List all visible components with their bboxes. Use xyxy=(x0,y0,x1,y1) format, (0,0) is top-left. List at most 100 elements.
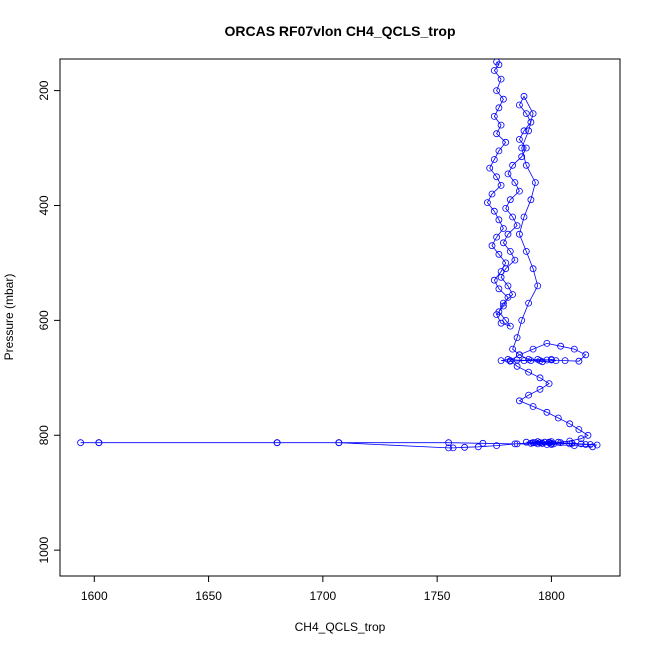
data-point xyxy=(534,282,542,290)
data-point xyxy=(490,156,498,163)
data-point xyxy=(461,443,469,451)
data-point xyxy=(525,368,532,376)
data-point xyxy=(520,357,528,365)
data-point xyxy=(525,299,532,307)
data-point xyxy=(543,441,551,448)
data-point xyxy=(570,442,578,450)
data-point xyxy=(499,95,507,103)
data-point xyxy=(513,440,521,448)
data-point xyxy=(499,299,507,307)
data-point xyxy=(518,144,526,152)
data-point xyxy=(529,110,537,117)
x-tick-label: 1700 xyxy=(310,589,337,603)
data-point xyxy=(543,339,551,347)
data-point xyxy=(522,247,530,255)
data-point xyxy=(506,247,514,255)
data-point xyxy=(527,196,535,204)
data-point xyxy=(493,173,501,181)
y-tick-label: 600 xyxy=(37,310,51,330)
data-point xyxy=(534,440,542,448)
data-point xyxy=(495,285,503,293)
data-point xyxy=(449,444,457,452)
data-point xyxy=(495,250,503,258)
data-point xyxy=(95,439,103,447)
data-point xyxy=(445,444,453,452)
data-point xyxy=(527,357,535,365)
plot-area xyxy=(77,59,601,452)
data-point xyxy=(499,225,507,232)
data-point xyxy=(509,161,516,169)
data-point xyxy=(490,113,498,120)
data-point xyxy=(566,420,574,428)
data-point xyxy=(493,233,501,241)
data-point xyxy=(495,147,503,155)
y-tick-label: 800 xyxy=(37,425,51,445)
data-point xyxy=(504,230,512,238)
data-point xyxy=(584,431,592,439)
data-point xyxy=(543,408,551,416)
data-point xyxy=(490,207,498,215)
data-point xyxy=(520,92,528,100)
data-point xyxy=(497,181,505,189)
data-point xyxy=(516,397,523,405)
data-point xyxy=(582,351,590,359)
data-point xyxy=(497,75,505,83)
data-point xyxy=(518,316,526,324)
data-point xyxy=(509,345,516,353)
data-point xyxy=(575,426,583,433)
data-point xyxy=(522,438,530,446)
data-point xyxy=(502,204,510,212)
plot-frame xyxy=(59,58,621,577)
data-point xyxy=(518,153,526,161)
x-tick-label: 1600 xyxy=(81,589,108,603)
data-point xyxy=(511,440,519,448)
data-point xyxy=(577,435,585,443)
data-point xyxy=(499,302,507,310)
x-axis-label: CH4_QCLS_trop xyxy=(295,620,386,634)
data-point xyxy=(577,440,585,448)
series-layer xyxy=(77,59,601,452)
y-tick-label: 1000 xyxy=(37,536,51,563)
data-point xyxy=(504,170,512,178)
data-point xyxy=(582,441,590,448)
data-point xyxy=(495,104,503,112)
data-point xyxy=(593,441,601,449)
data-point xyxy=(525,127,532,135)
data-point xyxy=(506,322,514,330)
data-point xyxy=(495,61,503,69)
series-line xyxy=(80,61,598,449)
data-point xyxy=(490,276,498,284)
data-point xyxy=(543,356,551,364)
data-point xyxy=(502,316,510,324)
data-point xyxy=(445,439,453,447)
data-point xyxy=(273,439,281,447)
data-point xyxy=(488,242,496,250)
data-point xyxy=(516,135,523,143)
data-point xyxy=(545,380,553,388)
x-tick-label: 1750 xyxy=(424,589,451,603)
data-point xyxy=(536,374,544,382)
data-point xyxy=(516,101,523,109)
data-point xyxy=(529,265,537,273)
data-point xyxy=(77,439,84,447)
data-point xyxy=(538,439,546,447)
data-point xyxy=(483,199,491,207)
data-point xyxy=(516,351,523,359)
data-point xyxy=(566,440,574,448)
data-point xyxy=(509,291,516,298)
data-point xyxy=(511,179,519,186)
data-point xyxy=(552,357,560,365)
data-point xyxy=(575,357,583,365)
data-point xyxy=(548,356,555,364)
data-point xyxy=(497,357,505,365)
data-point xyxy=(502,265,510,273)
y-tick-label: 400 xyxy=(37,195,51,215)
y-axis: 200 400 600 800 1000 xyxy=(37,80,60,564)
data-point xyxy=(520,127,528,135)
data-point xyxy=(554,414,562,422)
data-point xyxy=(506,196,514,204)
data-point xyxy=(529,345,537,353)
data-point xyxy=(534,438,542,446)
data-point xyxy=(474,443,482,451)
data-point xyxy=(529,439,537,447)
